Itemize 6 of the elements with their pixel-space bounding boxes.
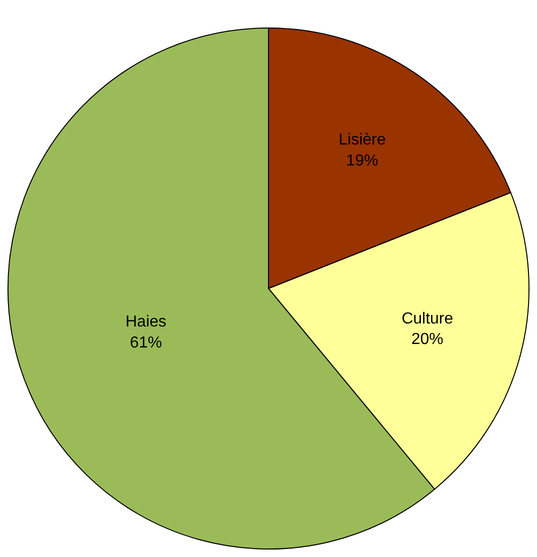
data-label: 19% — [346, 152, 378, 170]
slice-label: Culture — [402, 310, 454, 328]
slice-label: Lisière — [338, 132, 386, 149]
data-label: 20% — [411, 331, 444, 348]
data-label: 61% — [130, 334, 162, 352]
slice-label: Haies — [125, 314, 166, 331]
